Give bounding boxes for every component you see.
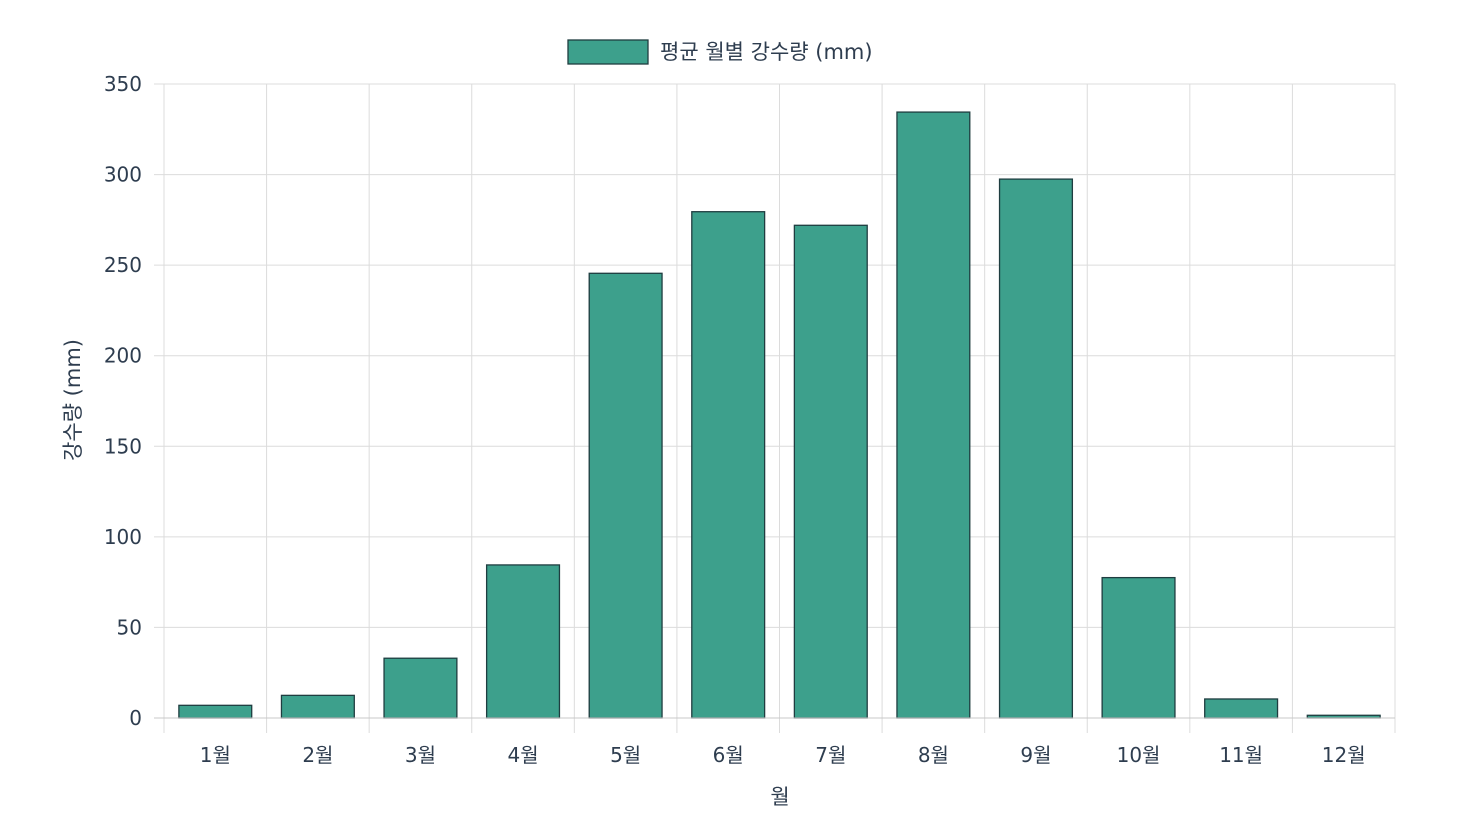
x-tick-label: 8월 [918,743,949,767]
y-tick-label: 100 [104,525,142,549]
y-tick-label: 150 [104,434,142,458]
y-tick-label: 300 [104,163,142,187]
bar[interactable] [178,704,253,719]
legend-label: 평균 월별 강수량 (mm) [660,40,873,64]
bar[interactable] [280,694,355,719]
bar[interactable] [896,111,971,719]
y-tick-label: 50 [117,615,142,639]
x-tick-label: 6월 [713,743,744,767]
x-tick-label: 7월 [815,743,846,767]
bars-layer [178,111,1381,719]
y-tick-label: 0 [129,706,142,730]
bar[interactable] [1204,698,1279,719]
bar[interactable] [485,564,561,719]
axis-layer: 0 50 100 150 200 250 300 350 1월 2월 3월 4월 5월 6월 7월 8월 9월 1… [104,72,1395,767]
x-tick-label: 5월 [610,743,641,767]
x-tick-label: 3월 [405,743,436,767]
bar[interactable] [383,657,458,719]
y-tick-label: 250 [104,253,142,277]
x-tick-label: 4월 [507,743,538,767]
y-tick-label: 350 [104,72,142,96]
bar[interactable] [1101,576,1176,719]
bar[interactable] [998,178,1074,719]
bar[interactable] [588,272,663,719]
x-tick-label: 9월 [1020,743,1051,767]
legend[interactable]: 평균 월별 강수량 (mm) [567,39,873,65]
y-tick-label: 200 [104,344,142,368]
x-axis-title: 월 [770,785,789,809]
x-tick-label: 2월 [302,743,333,767]
x-tick-label: 11월 [1219,743,1263,767]
x-tick-label: 12월 [1322,743,1366,767]
x-tick-label: 10월 [1117,743,1161,767]
x-tick-label: 1월 [200,743,231,767]
bar[interactable] [691,211,766,719]
legend-swatch [567,39,649,65]
bar[interactable] [793,224,868,719]
y-axis-title: 강수량 (mm) [61,339,85,461]
grid-layer [154,83,1396,733]
